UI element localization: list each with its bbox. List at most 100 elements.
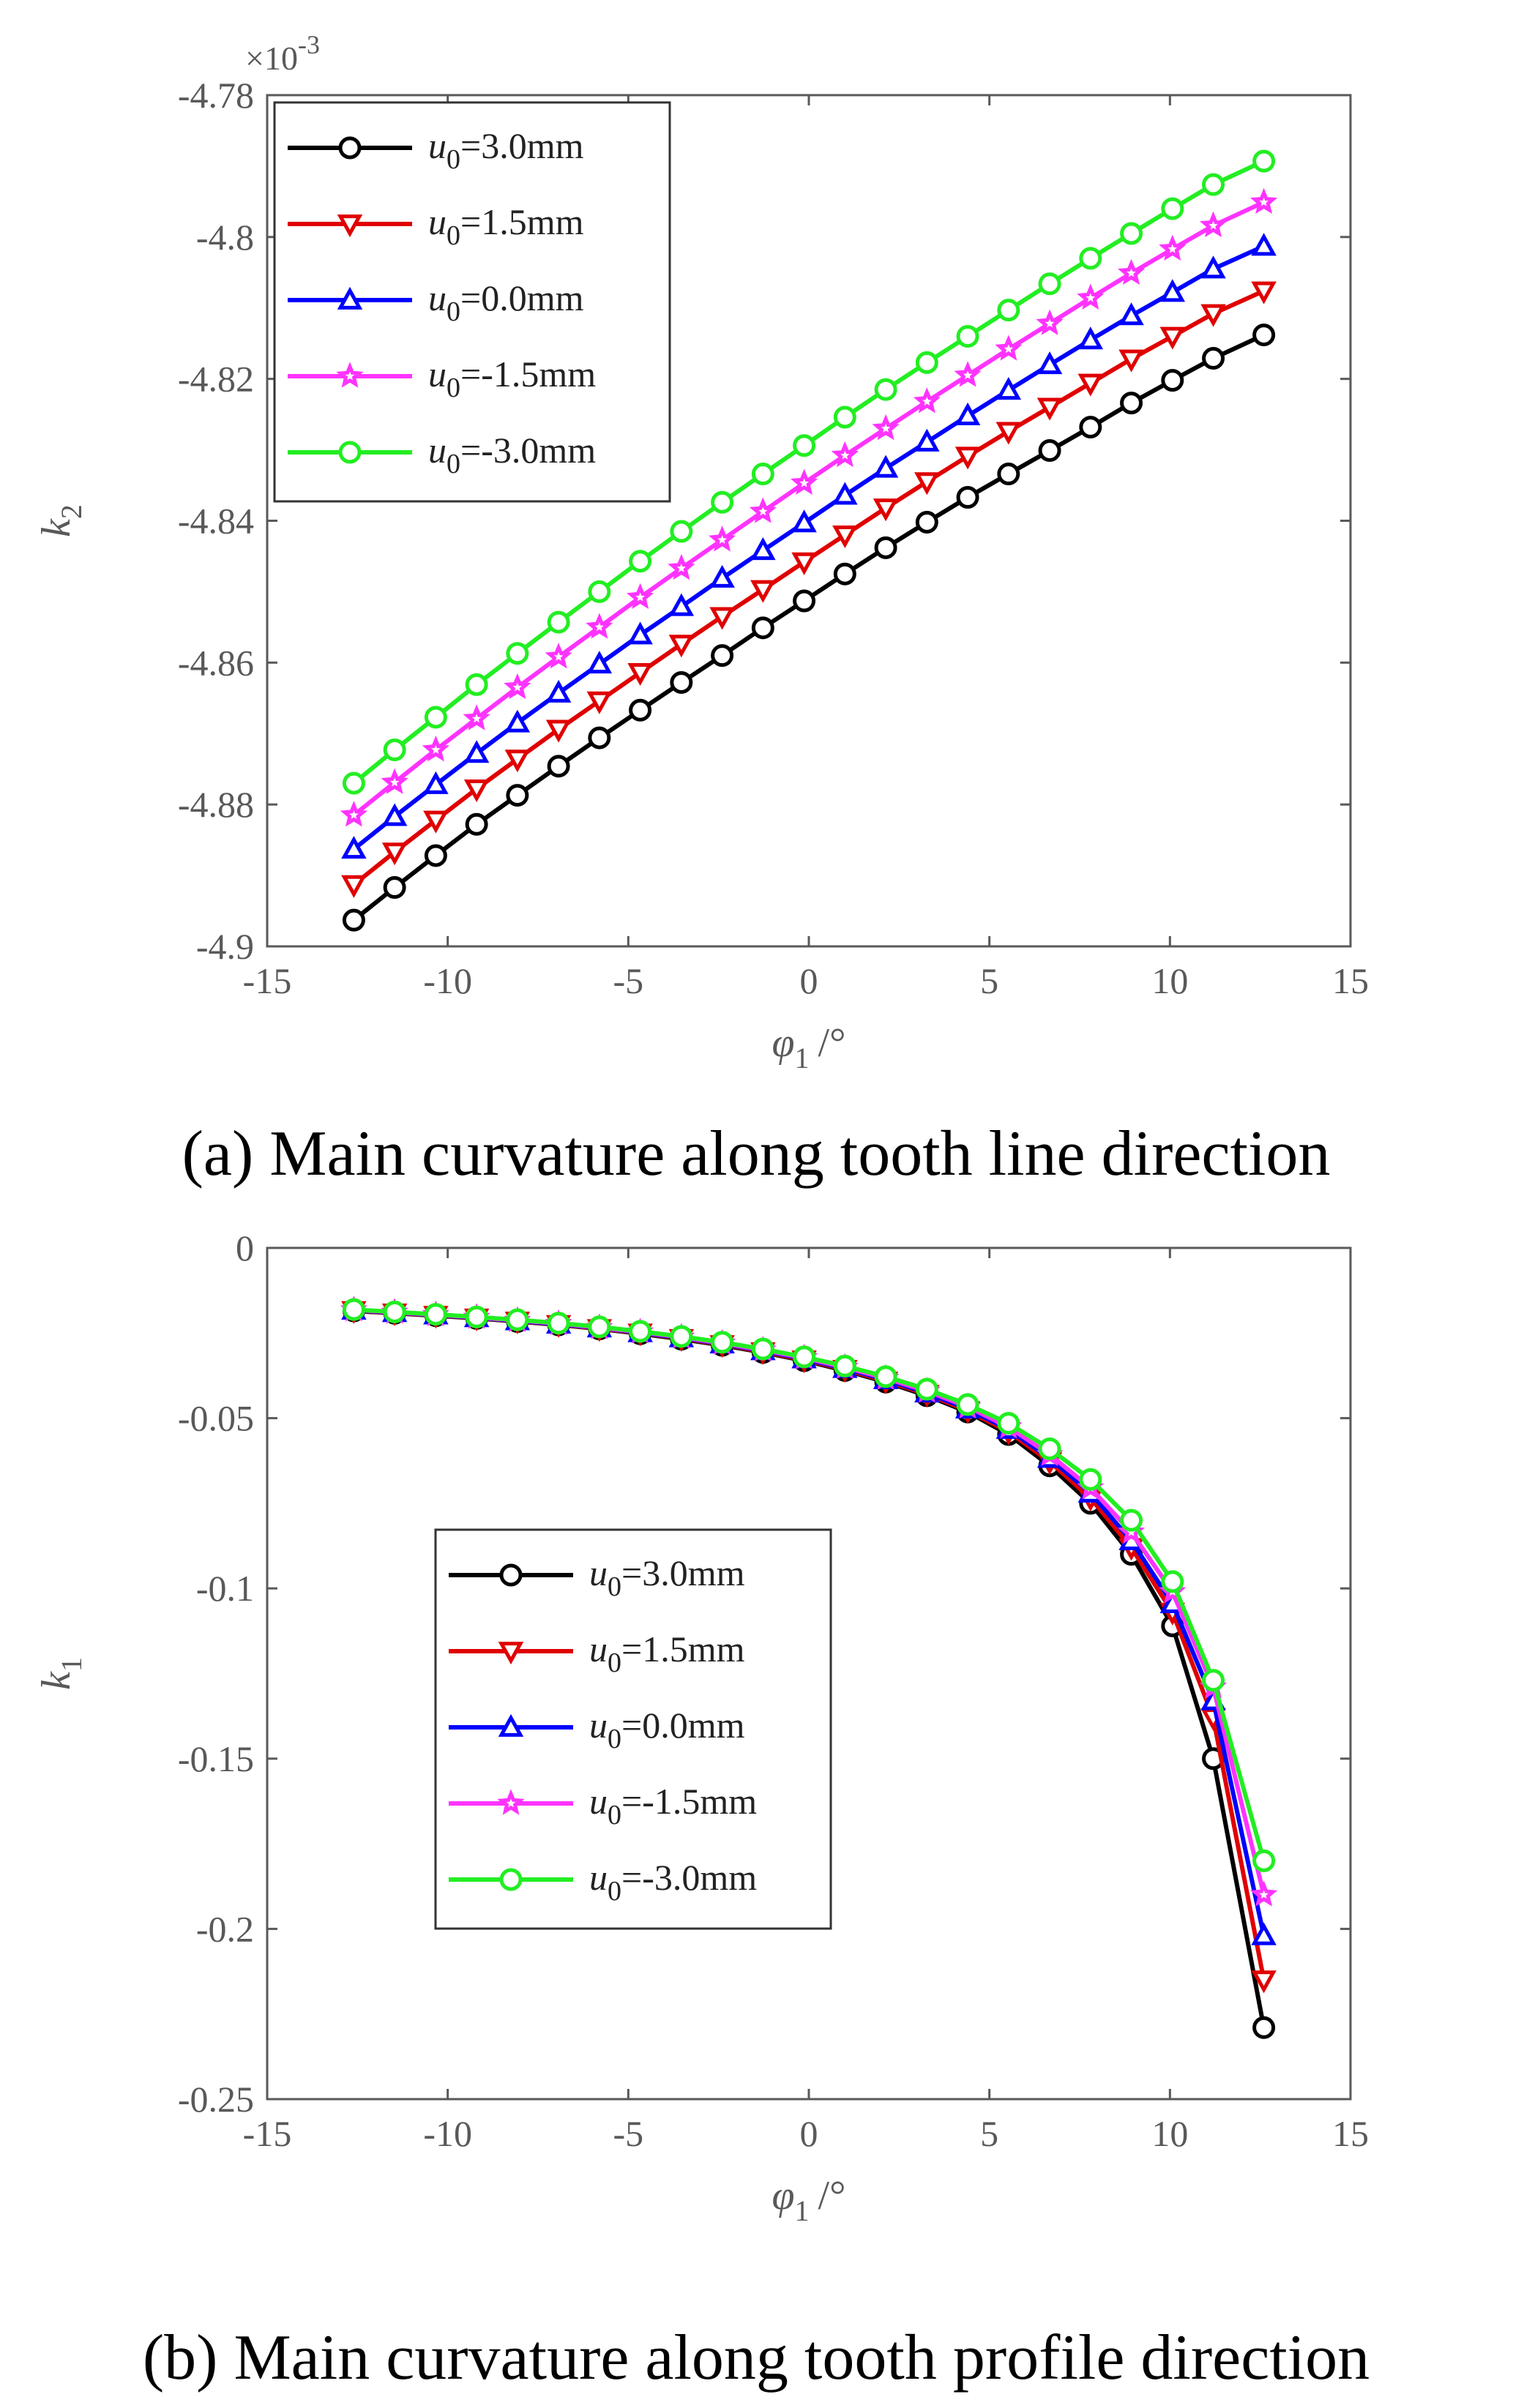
data-point	[749, 497, 777, 523]
legend-label: u0=0.0mm	[428, 277, 584, 327]
data-point	[1161, 369, 1184, 392]
data-point	[995, 422, 1022, 445]
data-point	[670, 1325, 693, 1348]
data-point	[956, 1393, 979, 1416]
data-point	[750, 537, 776, 561]
data-point	[873, 455, 899, 478]
data-point	[1077, 283, 1105, 310]
data-point	[956, 325, 979, 348]
data-point	[1252, 2016, 1276, 2039]
data-point	[833, 1354, 856, 1377]
data-point	[506, 1308, 529, 1331]
data-point	[831, 441, 859, 468]
x-axis-label: φ1/°	[772, 1020, 846, 1074]
y-tick-label: -4.88	[178, 784, 254, 825]
data-point	[1250, 187, 1278, 214]
data-point	[422, 735, 450, 762]
data-point	[424, 1303, 447, 1326]
y-tick-label: -0.1	[196, 1568, 254, 1609]
data-point	[504, 709, 531, 733]
data-point	[995, 334, 1023, 361]
y-tick-label: -4.84	[178, 501, 254, 542]
data-point	[913, 387, 941, 414]
data-point	[1251, 233, 1277, 256]
data-point	[627, 621, 653, 645]
data-point	[383, 876, 406, 900]
data-point	[504, 749, 531, 773]
data-point	[463, 704, 490, 730]
x-tick-label: -5	[613, 2113, 644, 2154]
data-point	[1120, 222, 1143, 245]
data-point	[1036, 309, 1064, 335]
data-point	[381, 803, 408, 826]
y-tick-label: -0.05	[178, 1398, 254, 1439]
legend-label: u0=3.0mm	[428, 125, 584, 175]
legend-marker	[499, 1868, 523, 1891]
data-point	[1038, 272, 1061, 296]
y-multiplier: ×10-3	[245, 30, 320, 77]
data-point	[915, 510, 938, 534]
y-tick-label: -4.9	[196, 926, 254, 967]
data-point	[832, 482, 858, 505]
x-tick-label: 5	[980, 2113, 998, 2154]
data-point	[588, 726, 611, 749]
data-point	[1161, 197, 1184, 220]
legend-marker	[499, 1563, 523, 1587]
data-point	[874, 378, 897, 401]
data-point	[793, 434, 816, 457]
data-point	[995, 377, 1022, 400]
data-point	[751, 463, 774, 486]
data-point	[751, 616, 774, 640]
data-point	[874, 536, 897, 559]
chart-a: -15 -10 -5 0 5 10 15 -4.9 -4.88 -4.86 -4.84 -4.82 -4…	[34, 30, 1369, 1074]
legend-marker	[338, 441, 362, 464]
data-point	[711, 490, 734, 514]
data-point	[1200, 255, 1226, 279]
data-point	[793, 589, 816, 613]
y-tick-label: -4.86	[178, 642, 254, 683]
data-point	[629, 698, 652, 722]
x-tick-label: 15	[1332, 960, 1369, 1001]
data-point	[1251, 281, 1277, 304]
data-point	[588, 1315, 611, 1339]
data-point	[750, 580, 776, 603]
x-tick-label: 5	[980, 960, 998, 1001]
data-point	[670, 670, 693, 694]
data-point	[668, 635, 695, 658]
y-tick-label: -0.2	[196, 1908, 254, 1949]
data-point	[465, 1305, 488, 1328]
data-point	[1036, 397, 1063, 421]
caption-b: (b) Main curvature along tooth profile d…	[143, 2322, 1370, 2393]
data-point	[1252, 324, 1276, 347]
data-point	[1079, 247, 1102, 270]
series-u0=0.0mm	[341, 233, 1277, 859]
data-point	[545, 719, 572, 743]
data-point	[1159, 326, 1186, 350]
data-point	[1036, 351, 1063, 375]
data-point	[340, 801, 368, 827]
data-point	[833, 562, 856, 586]
data-point	[790, 468, 818, 495]
y-tick-label: -4.8	[196, 217, 254, 258]
data-point	[709, 607, 735, 630]
data-point	[914, 472, 940, 496]
data-point	[997, 299, 1020, 322]
data-point	[627, 583, 654, 609]
data-point	[463, 740, 490, 763]
data-point	[465, 812, 488, 836]
data-point	[381, 768, 408, 794]
x-axis-label: φ1/°	[772, 2173, 846, 2227]
legend-label: u0=1.5mm	[589, 1629, 745, 1678]
data-point	[424, 706, 447, 729]
legend-marker	[498, 1713, 524, 1737]
data-point	[586, 691, 613, 714]
data-point	[423, 810, 449, 834]
data-point	[463, 779, 490, 802]
data-point	[1077, 326, 1104, 350]
x-tick-label: 0	[800, 960, 818, 1001]
x-tick-label: -15	[243, 960, 292, 1001]
series-u0=3.0mm	[342, 324, 1276, 932]
x-tick-label: -10	[423, 2113, 472, 2154]
data-point	[1120, 1508, 1143, 1532]
